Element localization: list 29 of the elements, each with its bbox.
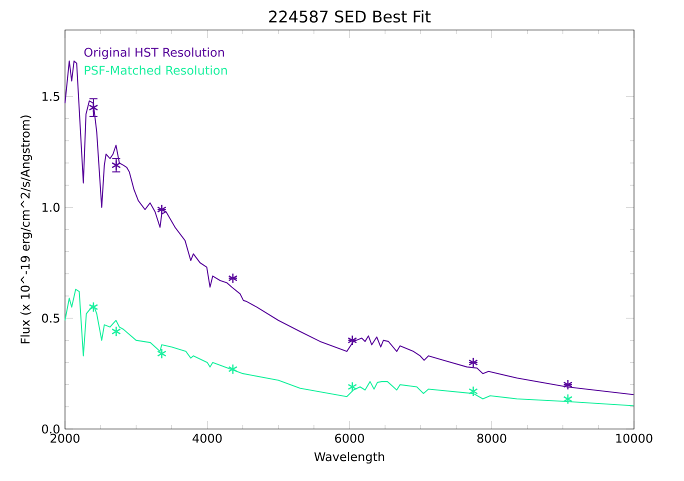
point xyxy=(88,102,98,113)
point xyxy=(468,386,478,397)
point xyxy=(348,382,358,392)
point xyxy=(563,379,573,390)
series-label: Original HST Resolution xyxy=(84,48,224,60)
chart-title: 224587 SED Best Fit xyxy=(269,10,431,23)
x-tick-label: 10000 xyxy=(616,434,652,443)
point xyxy=(228,272,238,284)
text: PSF-Matched Resolution xyxy=(84,66,227,75)
point xyxy=(88,302,98,312)
x-tick-label: 6000 xyxy=(335,434,364,443)
x-axis-title: Wavelength xyxy=(314,452,384,464)
y-tick-label: 1.5 xyxy=(42,92,60,101)
point xyxy=(112,326,121,337)
line-series xyxy=(64,60,634,396)
point xyxy=(157,204,166,215)
point xyxy=(348,335,358,346)
point xyxy=(228,364,238,374)
y-tick-label: 0.0 xyxy=(42,424,60,434)
point xyxy=(468,357,478,368)
point xyxy=(563,394,573,404)
point xyxy=(157,348,166,359)
x-tick-label: 2000 xyxy=(50,434,80,443)
y-tick-label: 0.5 xyxy=(42,314,60,323)
y-axis-title: Flux (x 10^-19 erg/cm^2/s/Angstrom) xyxy=(20,116,32,344)
y-tick-label: 1.0 xyxy=(42,202,60,212)
x-tick-label: 8000 xyxy=(477,434,506,443)
line-series xyxy=(64,288,634,406)
x-tick-label: 4000 xyxy=(192,434,222,443)
